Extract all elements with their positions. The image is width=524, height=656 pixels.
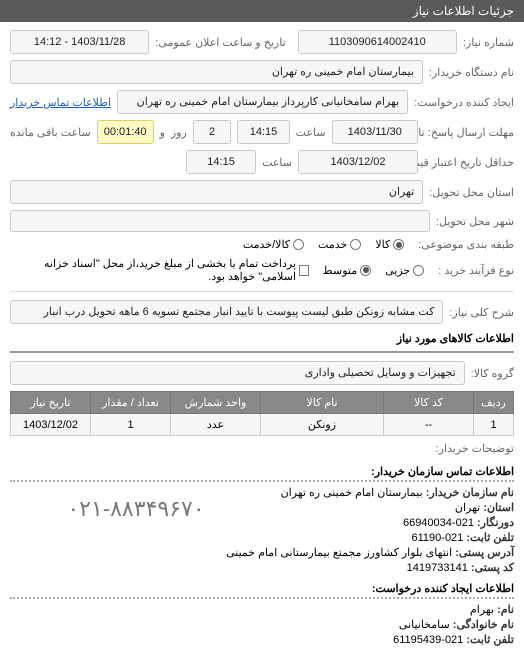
org-province-line: استان: تهران [262,501,514,514]
remain-and-label: و [160,126,165,139]
deadline-label: مهلت ارسال پاسخ: تا تاریخ: [424,126,514,139]
group-label: گروه کالا: [471,367,514,380]
col-item-name: نام کالا [261,392,384,414]
req-lname-line: نام خانوادگی: سامخانیانی [10,618,514,631]
cell-need-date: 1403/12/02 [11,414,91,436]
col-qty: تعداد / مقدار [91,392,171,414]
deadline-date-field: 1403/11/30 [332,120,418,144]
cell-unit: عدد [171,414,261,436]
radio-dot-icon [293,239,304,250]
items-section-title: اطلاعات کالاهای مورد نیاز [10,332,514,345]
cell-row-no: 1 [474,414,514,436]
province-field: تهران [10,180,423,204]
watermark-phone: ۰۲۱-۸۸۳۴۹۶۷۰ [10,496,262,522]
purchaser-field: بیمارستان امام خمینی ره تهران [10,60,423,84]
radio-buy-low[interactable]: جزیی [385,264,424,277]
radio-goods-service-label: کالا/خدمت [243,238,290,251]
divider [10,351,514,353]
radio-buy-mid-label: متوسط [323,264,358,277]
radio-goods-service[interactable]: کالا/خدمت [243,238,304,251]
radio-dot-icon [350,239,361,250]
contact-link[interactable]: اطلاعات تماس خریدار [10,96,111,109]
province-label: استان محل تحویل: [429,186,514,199]
org-name-line: نام سازمان خریدار: بیمارستان امام خمینی … [262,486,514,499]
radio-buy-mid[interactable]: متوسط [323,264,372,277]
org-postal-line: کد پستی: 1419733141 [10,561,514,574]
need-title-field: کت مشابه زونکن طبق لیست پیوست با تایید ا… [10,300,443,324]
panel-title: جزئیات اطلاعات نیاز [0,0,524,22]
radio-dot-icon [413,265,424,276]
purchaser-label: نام دستگاه خریدار: [429,66,514,79]
need-no-label: شماره نیاز: [463,36,514,49]
radio-goods[interactable]: کالا [375,238,404,251]
need-title-label: شرح کلی نیاز: [449,306,514,319]
time-label-1: ساعت [296,126,326,139]
cell-item-code: -- [384,414,474,436]
buy-type-note: پرداخت تمام یا بخشی از مبلغ خرید،از محل … [10,257,296,283]
time-label-2: ساعت [262,156,292,169]
city-label: شهر محل تحویل: [436,215,514,228]
group-field: تجهیزات و وسایل تحصیلی واداری [10,361,465,385]
col-unit: واحد شمارش [171,392,261,414]
contact-org-title: اطلاعات تماس سازمان خریدار: [10,465,514,482]
validity-date-field: 1403/12/02 [298,150,418,174]
buyer-notes-label: توضیحات خریدار: [436,442,514,455]
radio-service[interactable]: خدمت [318,238,361,251]
col-row-no: ردیف [474,392,514,414]
day-label: روز [171,126,187,139]
requester-label: ایجاد کننده درخواست: [414,96,514,109]
remain-time-field: 00:01:40 [97,120,154,144]
req-phone-line: تلفن ثابت: 021-61195439 [10,633,514,646]
org-address-line: آدرس پستی: انتهای بلوار کشاورز مجمتع بیم… [10,546,514,559]
contact-requester-title: اطلاعات ایجاد کننده درخواست: [10,582,514,599]
validity-label: حداقل تاریخ اعتبار قیمت: تا تاریخ: [424,156,514,169]
col-need-date: تاریخ نیاز [11,392,91,414]
remain-suffix-label: ساعت باقی مانده [10,126,91,139]
buy-type-label: نوع فرآیند خرید : [438,264,514,277]
radio-service-label: خدمت [318,238,347,251]
col-item-code: کد کالا [384,392,474,414]
requester-field: بهرام سامخانیانی کارپرداز بیمارستان امام… [117,90,408,114]
category-label: طبقه بندی موضوعی: [418,238,514,251]
radio-goods-label: کالا [375,238,390,251]
checkbox-icon [299,265,309,276]
announce-dt-label: تاریخ و ساعت اعلان عمومی: [155,36,285,49]
days-left-field: 2 [193,120,232,144]
checkbox-treasury[interactable]: پرداخت تمام یا بخشی از مبلغ خرید،از محل … [10,257,309,283]
city-field [10,210,430,232]
items-table: ردیف کد کالا نام کالا واحد شمارش تعداد /… [10,391,514,436]
need-no-field: 1103090614002410 [298,30,457,54]
req-fname-line: نام: بهرام [10,603,514,616]
table-header-row: ردیف کد کالا نام کالا واحد شمارش تعداد /… [11,392,514,414]
org-phone-line: تلفن ثابت: 021-61190 [10,531,514,544]
cell-qty: 1 [91,414,171,436]
radio-dot-icon [360,265,371,276]
radio-dot-icon [393,239,404,250]
table-row: 1 -- زونکن عدد 1 1403/12/02 [11,414,514,436]
validity-time-field: 14:15 [186,150,256,174]
radio-buy-low-label: جزیی [385,264,410,277]
org-fax-line: دورنگار: 021-66940034 [262,516,514,529]
deadline-time-field: 14:15 [237,120,289,144]
cell-item-name: زونکن [261,414,384,436]
divider [10,291,514,292]
announce-dt-field: 1403/11/28 - 14:12 [10,30,149,54]
